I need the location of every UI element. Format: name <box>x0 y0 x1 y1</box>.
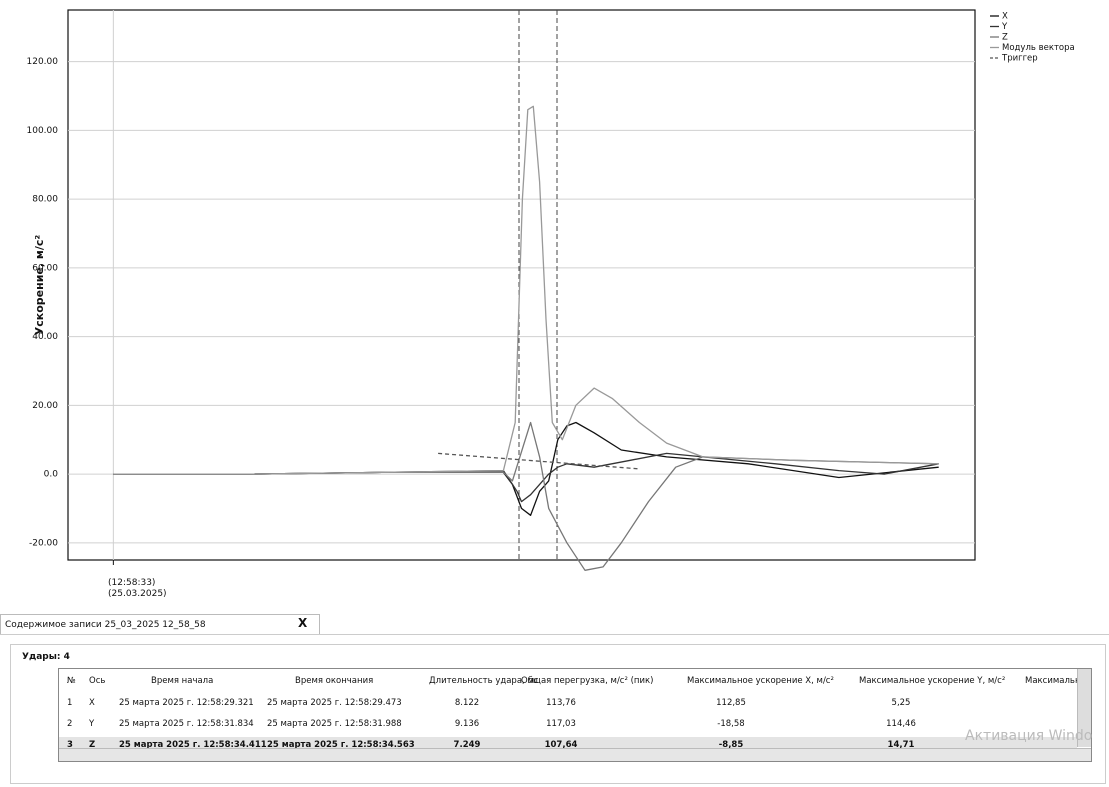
table-cell: 114,46 <box>886 719 916 729</box>
y-tick-label: 60.00 <box>32 263 58 273</box>
table-cell: X <box>89 698 95 708</box>
table-cell: -8,85 <box>718 740 744 750</box>
table-cell: Y <box>89 719 95 729</box>
legend-label: Z <box>1002 33 1008 43</box>
table-cell: 25 марта 2025 г. 12:58:29.473 <box>267 698 402 708</box>
table-cell: 3 <box>67 740 73 750</box>
y-tick-label: 100.00 <box>27 126 59 136</box>
y-tick-label: 20.00 <box>32 401 58 411</box>
table-cell: 107,64 <box>544 740 578 750</box>
table: № Ось Время начала Время окончания Длительно… <box>58 668 1092 762</box>
table-cell: 25 марта 2025 г. 12:58:31.988 <box>267 719 402 729</box>
series-line <box>113 421 939 571</box>
legend-label: Триггер <box>1001 54 1038 64</box>
y-tick-label: 0.0 <box>44 470 59 480</box>
table-cell: 7.249 <box>453 740 481 750</box>
table-cell: 9.136 <box>454 719 480 729</box>
table-cell: Z <box>89 740 96 750</box>
table-cell: 25 марта 2025 г. 12:58:34.411 <box>119 740 267 750</box>
column-header: Общая перегрузка, м/с² (пик) <box>521 676 654 686</box>
column-header: Максимальнс <box>1025 676 1086 686</box>
table-cell: 25 марта 2025 г. 12:58:34.563 <box>267 740 415 750</box>
column-header: Ось <box>89 676 106 686</box>
y-tick-label: 40.00 <box>32 332 58 342</box>
table-cell: 14,71 <box>887 740 915 750</box>
chart: Ускорение, м/с² -20.00 0.0 20.00 40.00 60.00… <box>27 9 1075 571</box>
table-cell: 25 марта 2025 г. 12:58:31.834 <box>119 719 254 729</box>
x-tick-label: (12:58:33) (25.03.2025) <box>108 578 167 599</box>
scrollbar[interactable] <box>1077 669 1091 747</box>
column-header: Время окончания <box>295 676 374 686</box>
y-tick-label: 80.00 <box>32 195 58 205</box>
y-tick-label: 120.00 <box>27 57 59 67</box>
table-cell: 5,25 <box>891 698 911 708</box>
legend-label: X <box>1002 12 1008 22</box>
table-cell: 117,03 <box>546 719 576 729</box>
y-axis-label: Ускорение, м/с² <box>33 235 46 336</box>
table-cell: 2 <box>67 719 73 729</box>
legend-label: Y <box>1001 22 1008 32</box>
table-cell: -18,58 <box>717 719 745 729</box>
table-cell: 8.122 <box>454 698 480 708</box>
panel <box>10 644 1106 784</box>
column-header: Длительность удара, мс <box>429 676 539 686</box>
tab-close[interactable]: X <box>298 616 308 630</box>
table-cell: 1 <box>67 698 73 708</box>
legend-label: Модуль вектора <box>1002 43 1075 53</box>
table-cell: 113,76 <box>546 698 576 708</box>
column-header: № <box>67 676 76 686</box>
column-header: Максимальное ускорение X, м/с² <box>687 676 834 686</box>
scrollbar[interactable] <box>59 748 1091 761</box>
tab-bar <box>0 612 1109 635</box>
watermark: Активация Windo <box>965 728 1093 744</box>
column-header: Максимальное ускорение Y, м/с² <box>859 676 1006 686</box>
group-header[interactable]: Удары: 4 <box>22 652 70 662</box>
series-line <box>113 105 939 475</box>
table-cell: 112,85 <box>716 698 746 708</box>
tab[interactable]: Содержимое записи 25_03_2025 12_58_58 <box>0 614 320 634</box>
table-cell: 25 марта 2025 г. 12:58:29.321 <box>119 698 254 708</box>
column-header: Время начала <box>151 676 214 686</box>
series-line <box>438 452 640 470</box>
y-tick-label: -20.00 <box>29 538 58 548</box>
